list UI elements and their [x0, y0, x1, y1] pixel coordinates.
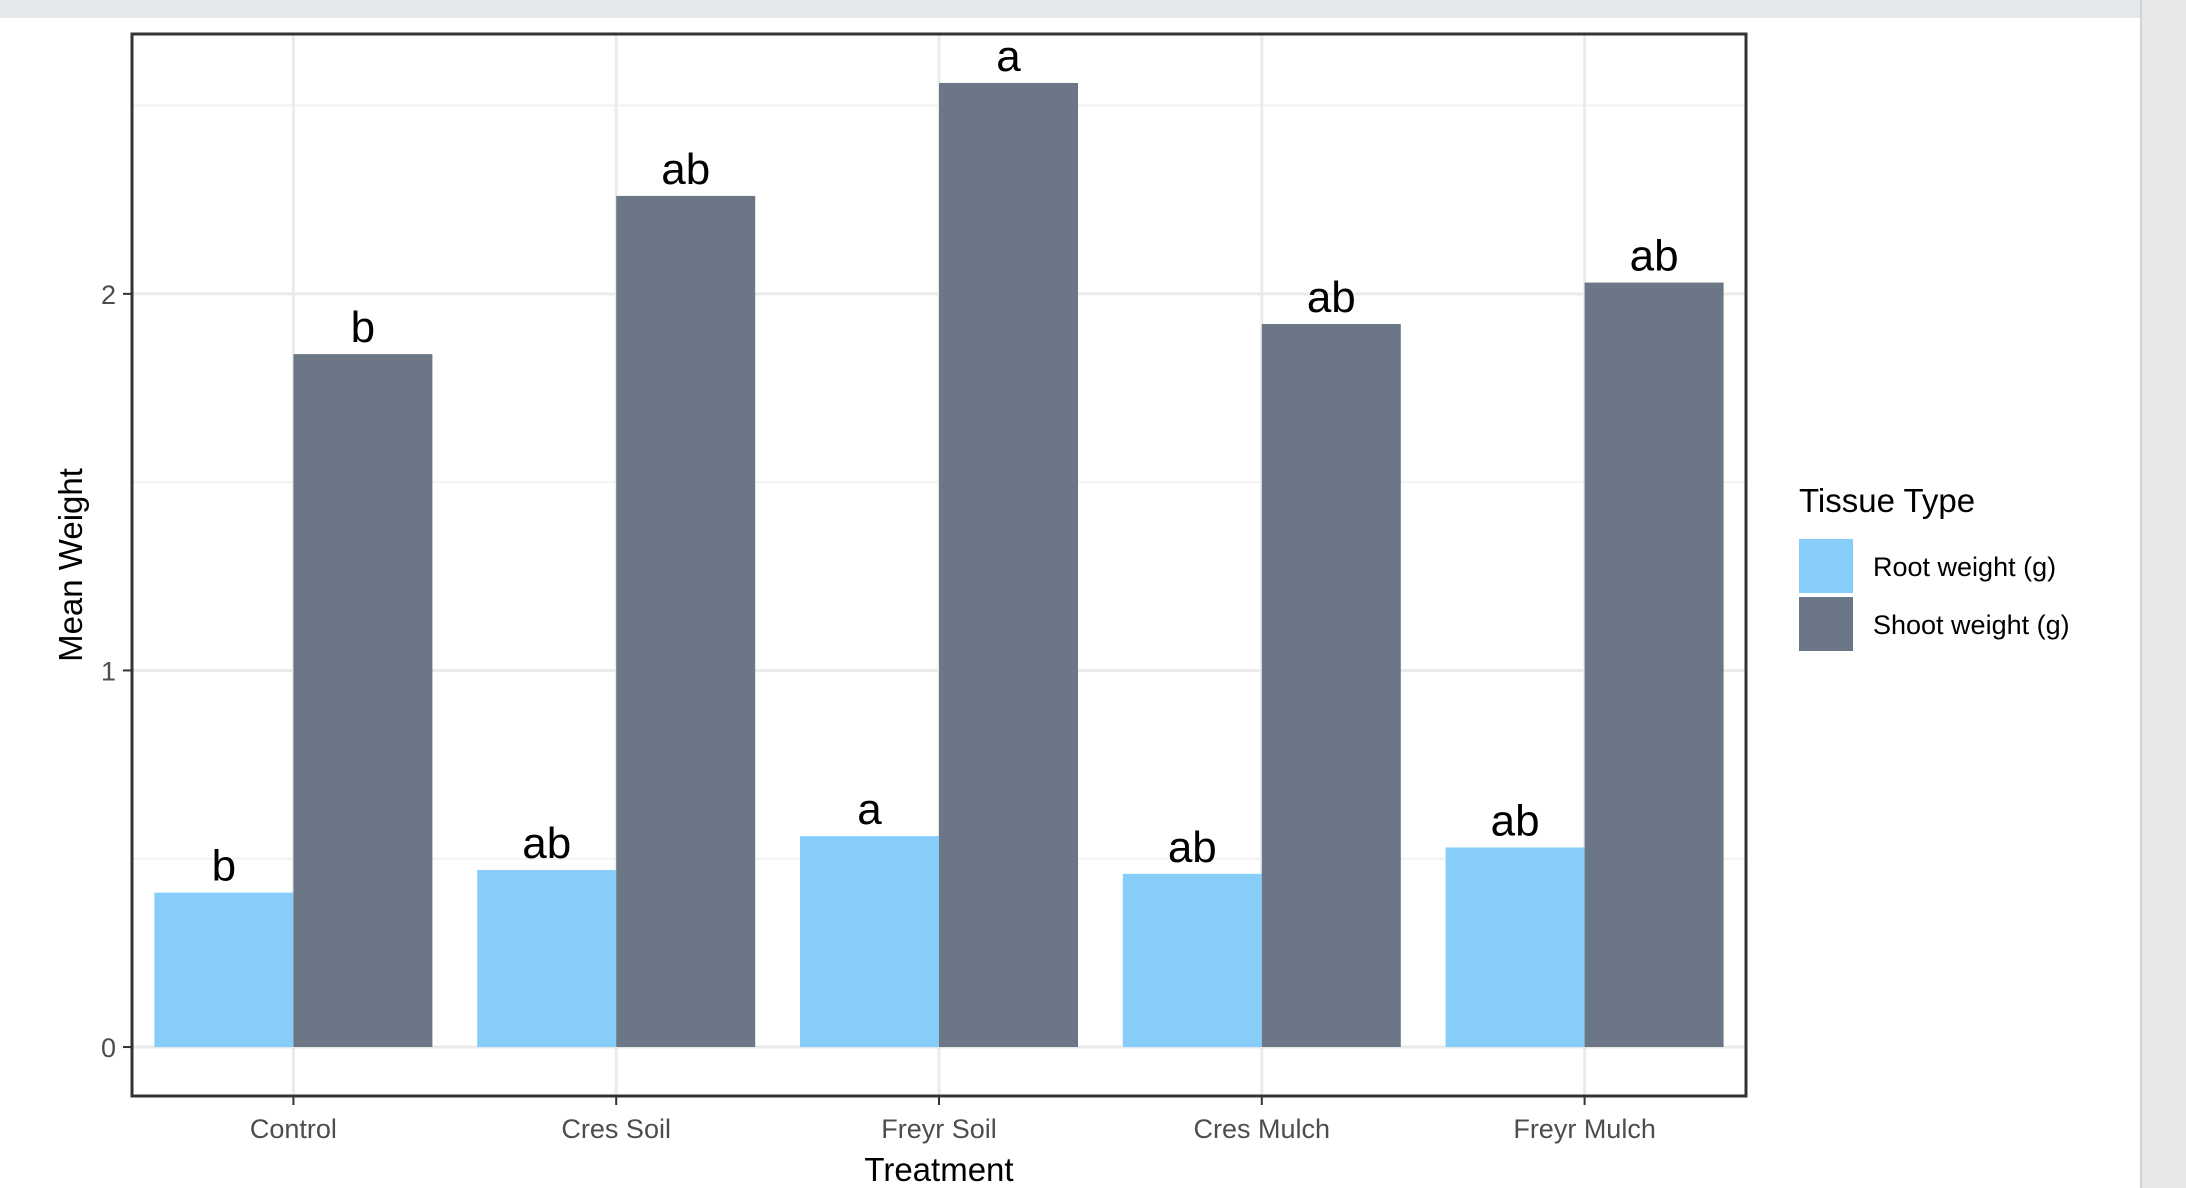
- bar-shoot: [616, 195, 756, 1048]
- significance-label: a: [857, 785, 882, 834]
- bar-root: [154, 892, 294, 1048]
- y-axis-title: Mean Weight: [52, 468, 89, 662]
- bar-shoot: [939, 82, 1078, 1048]
- bar-root: [477, 870, 617, 1048]
- x-tick-label: Freyr Mulch: [1513, 1114, 1656, 1144]
- significance-label: a: [996, 32, 1021, 81]
- significance-label: ab: [661, 145, 710, 194]
- significance-label: ab: [1168, 823, 1217, 872]
- legend-key-root: [1799, 539, 1853, 593]
- legend-key-shoot: [1799, 597, 1853, 651]
- y-tick-label: 0: [101, 1033, 116, 1063]
- legend-label: Root weight (g): [1873, 552, 2056, 582]
- significance-label: b: [212, 842, 236, 891]
- vertical-scrollbar[interactable]: [2140, 0, 2186, 1188]
- x-tick-label: Control: [250, 1114, 337, 1144]
- significance-label: ab: [522, 819, 571, 868]
- bar-shoot: [293, 354, 433, 1048]
- bar-shoot: [1261, 323, 1401, 1048]
- legend-title: Tissue Type: [1799, 482, 1975, 519]
- bar-root: [800, 836, 939, 1048]
- bar-root: [1122, 873, 1262, 1048]
- x-tick-label: Cres Soil: [561, 1114, 671, 1144]
- significance-label: ab: [1630, 232, 1679, 281]
- bar-shoot: [1584, 282, 1724, 1048]
- bar-root: [1445, 847, 1585, 1048]
- significance-label: b: [351, 303, 375, 352]
- x-tick-label: Cres Mulch: [1194, 1114, 1331, 1144]
- significance-label: ab: [1491, 796, 1540, 845]
- x-tick-label: Freyr Soil: [881, 1114, 997, 1144]
- x-axis-title: Treatment: [864, 1151, 1013, 1188]
- significance-label: ab: [1307, 273, 1356, 322]
- legend-label: Shoot weight (g): [1873, 610, 2070, 640]
- y-tick-label: 2: [101, 280, 116, 310]
- y-tick-label: 1: [101, 656, 116, 686]
